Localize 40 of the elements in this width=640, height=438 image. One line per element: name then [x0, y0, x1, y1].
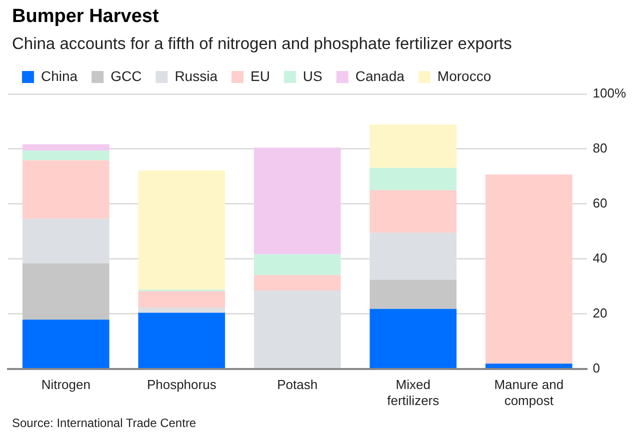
x-tick-label: Nitrogen — [41, 377, 90, 392]
bar — [370, 190, 457, 233]
legend-label: Morocco — [437, 68, 492, 84]
x-tick-label: Mixed fertilizers — [387, 377, 440, 408]
y-tick-label: 60 — [592, 196, 608, 210]
chart-title: Bumper Harvest — [12, 6, 159, 28]
bar — [370, 308, 457, 368]
bar — [254, 148, 341, 254]
bar — [138, 291, 226, 308]
bar — [138, 170, 226, 290]
bar — [485, 174, 572, 364]
bar — [138, 308, 226, 313]
bar — [370, 168, 457, 190]
chart-subtitle: China accounts for a fifth of nitrogen and phosphate fertilizer exports — [12, 35, 512, 54]
bar — [254, 275, 341, 290]
bar — [370, 280, 457, 309]
y-tick-label: 40 — [592, 250, 608, 266]
bar — [22, 150, 110, 160]
bar — [370, 124, 457, 168]
y-tick-label: 80 — [592, 140, 608, 156]
bar — [22, 160, 110, 219]
y-tick-label: 20 — [592, 305, 608, 320]
y-tick-label: 0 — [592, 360, 600, 376]
bar — [22, 320, 110, 368]
source-note: Source: International Trade Centre — [12, 416, 196, 430]
legend-label: GCC — [110, 68, 142, 84]
legend-label: Canada — [355, 68, 405, 84]
x-tick-label: Potash — [277, 377, 318, 392]
bar — [254, 254, 341, 276]
legend-label: EU — [250, 68, 270, 84]
x-tick-label: Phosphorus — [146, 377, 217, 392]
x-tick-label: Manure and compost — [494, 377, 564, 408]
bar — [22, 144, 110, 151]
legend-label: US — [302, 68, 322, 84]
bar — [485, 364, 572, 368]
bar — [22, 263, 110, 320]
legend-label: Russia — [174, 68, 218, 84]
legend-label: China — [41, 68, 78, 84]
bar — [138, 312, 226, 368]
y-tick-label: 100% — [592, 86, 626, 101]
